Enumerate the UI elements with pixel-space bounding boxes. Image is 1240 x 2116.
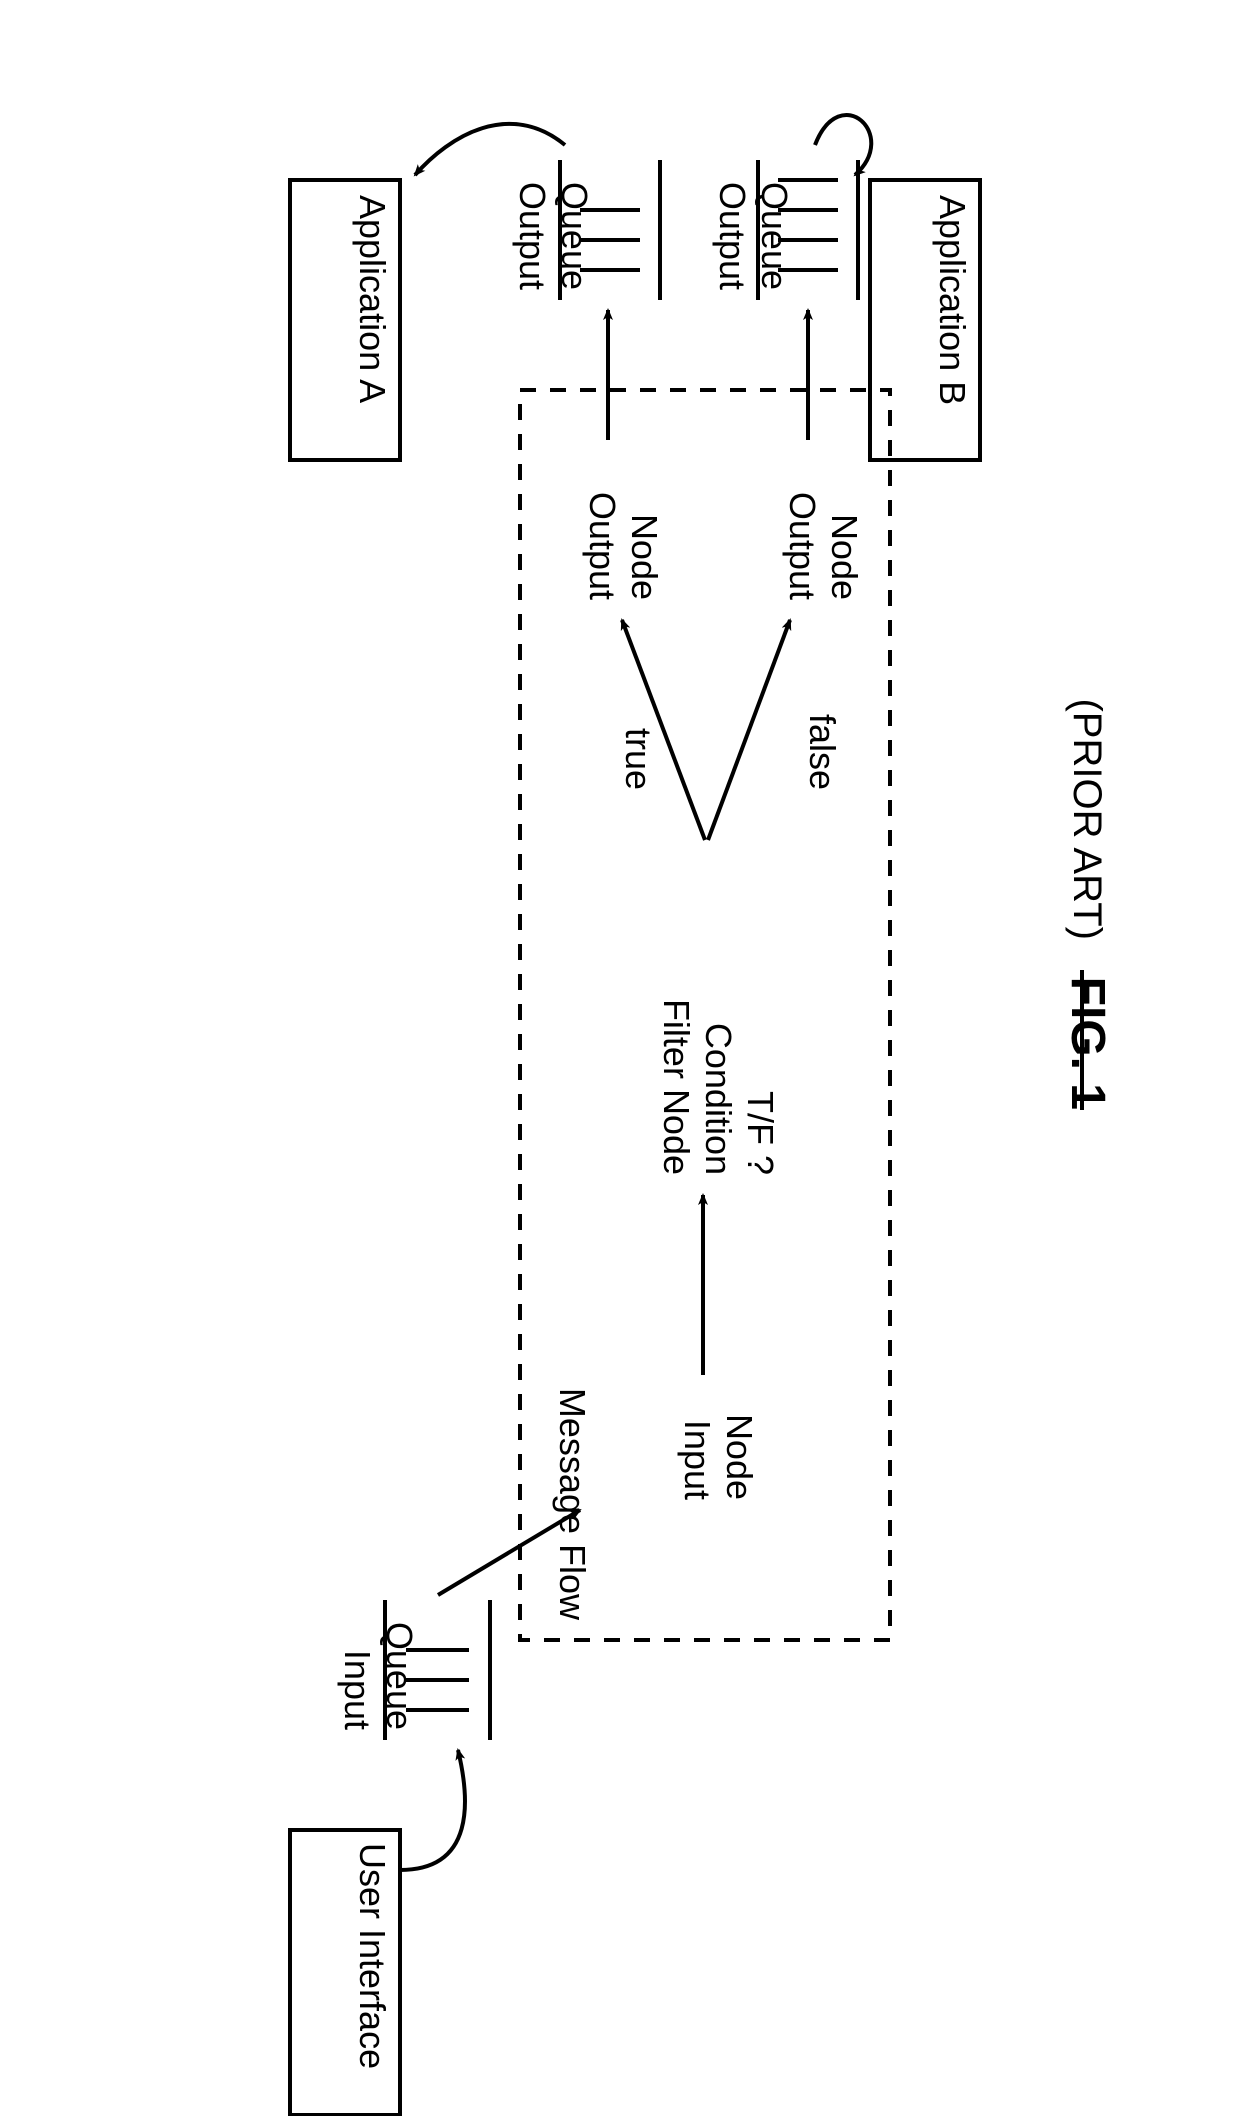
caption-main: FIG. 1 — [1061, 977, 1114, 1110]
output-node-b-label-2: Node — [824, 514, 865, 600]
application-b-label: Application B — [932, 195, 973, 405]
caption-note: (PRIOR ART) — [1065, 698, 1109, 940]
output-queue-b-label-1: Output — [712, 182, 753, 290]
output-queue-a-label-2: Queue — [554, 182, 595, 290]
edge-false-label: false — [802, 714, 843, 790]
output-queue-a-label-1: Output — [512, 182, 553, 290]
arrow-filter-false — [708, 620, 790, 840]
filter-node-label-3: T/F ? — [740, 1091, 781, 1175]
application-a-label: Application A — [352, 195, 393, 403]
input-queue-label-1: Input — [337, 1650, 378, 1730]
output-node-b-label-1: Output — [782, 492, 823, 600]
arrow-queue-b-to-app-b — [815, 115, 871, 175]
input-queue-label-2: Queue — [379, 1622, 420, 1730]
arrow-queue-a-to-app-a — [415, 124, 565, 175]
arrow-ui-to-input-queue — [400, 1750, 465, 1870]
input-node-label-1: Input — [677, 1420, 718, 1500]
figure-caption: FIG. 1 (PRIOR ART) — [1061, 698, 1114, 1110]
user-interface-label: User Interface — [352, 1843, 393, 2069]
filter-node-label-2: Condition — [698, 1023, 739, 1175]
input-node-label-2: Node — [719, 1414, 760, 1500]
output-node-a-label-1: Output — [582, 492, 623, 600]
output-node-a-label-2: Node — [624, 514, 665, 600]
message-flow-label: Message Flow — [552, 1388, 593, 1621]
filter-node-label-1: Filter Node — [656, 999, 697, 1175]
output-queue-b-label-2: Queue — [754, 182, 795, 290]
edge-true-label: true — [618, 728, 659, 790]
